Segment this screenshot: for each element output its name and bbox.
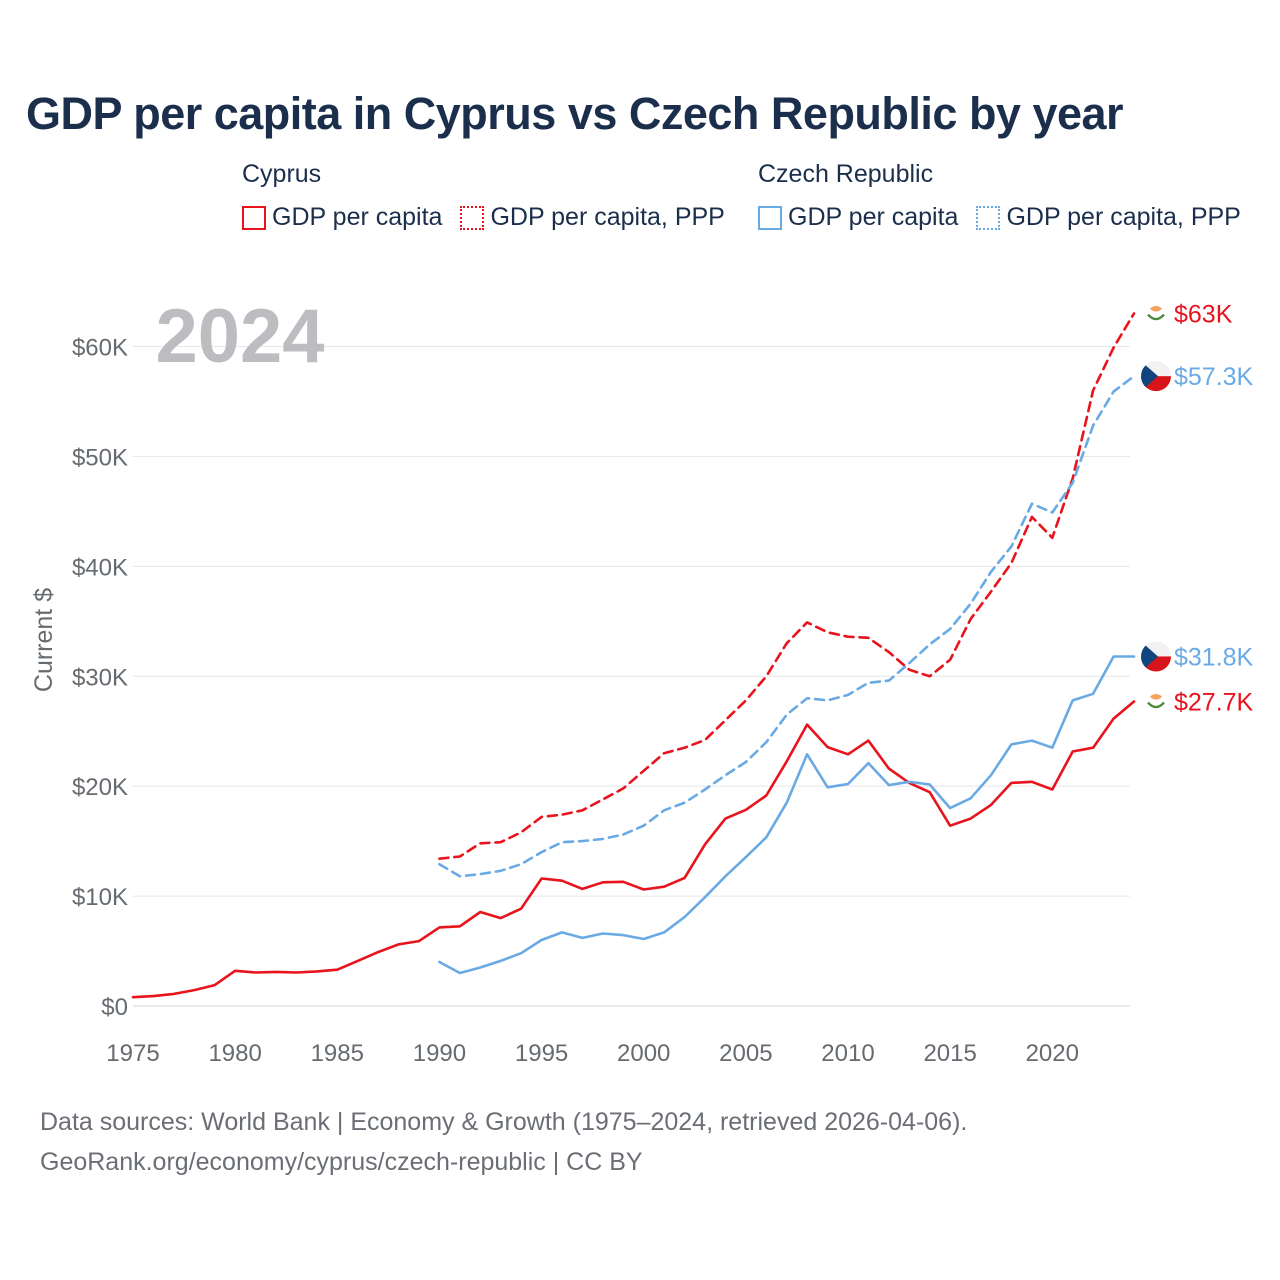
series-line-0 (131, 700, 1136, 999)
legend-swatch-solid (242, 205, 266, 230)
y-tick-label: $20K (72, 774, 128, 801)
legend-item-cyprus-gdp[interactable]: GDP per capita (242, 203, 442, 232)
cyprus-flag-icon (1147, 694, 1165, 709)
x-tick-label: 1990 (413, 1040, 466, 1067)
legend-group-name: Czech Republic (758, 160, 934, 188)
legend-group-czech-republic: Czech Republic GDP per capita GDP per ca… (758, 160, 1241, 232)
x-tick-label: 2000 (617, 1040, 670, 1067)
x-tick-label: 2005 (719, 1040, 772, 1067)
y-tick-label: $30K (72, 664, 128, 691)
series-line-2 (438, 655, 1136, 975)
grid-layer (133, 346, 1130, 1007)
series-line-1 (438, 312, 1136, 861)
cyprus-flag-icon (1147, 306, 1165, 321)
flag-blue-triangle (1141, 641, 1158, 672)
y-tick-label: $40K (72, 554, 128, 581)
y-tick-label: $0 (101, 994, 128, 1021)
legend-item-czech-gdp[interactable]: GDP per capita (758, 203, 958, 232)
x-tick-label: 1980 (208, 1040, 261, 1067)
legend-swatch-solid (758, 205, 782, 230)
series-line-3 (438, 374, 1136, 878)
x-tick-label: 1985 (311, 1040, 364, 1067)
czech-flag-icon (1141, 641, 1171, 672)
y-axis-label: Current $ (30, 588, 58, 692)
flag-island-shape (1150, 306, 1162, 312)
end-label-layer: $27.7K $63K $31.8K $57.3K (1141, 301, 1254, 717)
legend-group-name: Cyprus (242, 160, 322, 188)
x-tick-label: 1975 (106, 1040, 159, 1067)
series-end-label: $27.7K (1174, 689, 1254, 717)
x-tick-label: 2015 (923, 1040, 976, 1067)
flag-island-shape (1150, 694, 1162, 700)
legend-item-label: GDP per capita (788, 203, 959, 231)
legend-group-cyprus: Cyprus GDP per capita GDP per capita, PP… (242, 160, 725, 232)
x-tick-label: 1995 (515, 1040, 568, 1067)
series-layer (131, 312, 1136, 999)
flag-blue-triangle (1141, 361, 1158, 392)
series-end-label: $31.8K (1174, 643, 1254, 671)
x-tick-label: 2020 (1026, 1040, 1079, 1067)
legend-swatch-dotted (976, 205, 1001, 230)
footer-url[interactable]: GeoRank.org/economy/cyprus/czech-republi… (40, 1148, 643, 1176)
year-watermark: 2024 (155, 294, 324, 379)
legend-item-cyprus-gdp-ppp[interactable]: GDP per capita, PPP (460, 203, 725, 232)
x-tick-label: 2010 (821, 1040, 874, 1067)
legend-item-label: GDP per capita (272, 203, 443, 231)
chart-title: GDP per capita in Cyprus vs Czech Republ… (26, 88, 1124, 139)
y-tick-label: $60K (72, 335, 128, 362)
axis-layer: $0 $10K $20K $30K $40K $50K $60K 1975 1980 1985 19… (72, 335, 1079, 1068)
footer-sources: Data sources: World Bank | Economy & Gro… (40, 1108, 968, 1136)
series-end-label: $63K (1174, 301, 1233, 329)
flag-olive-branch (1147, 313, 1165, 321)
czech-flag-icon (1141, 361, 1171, 392)
y-tick-label: $50K (72, 444, 128, 471)
legend-item-label: GDP per capita, PPP (1006, 203, 1241, 231)
series-end-label: $57.3K (1174, 363, 1254, 391)
legend-swatch-dotted (460, 205, 485, 230)
legend-item-label: GDP per capita, PPP (490, 203, 725, 231)
flag-olive-branch (1147, 701, 1165, 709)
legend-item-czech-gdp-ppp[interactable]: GDP per capita, PPP (976, 203, 1241, 232)
y-tick-label: $10K (72, 884, 128, 911)
